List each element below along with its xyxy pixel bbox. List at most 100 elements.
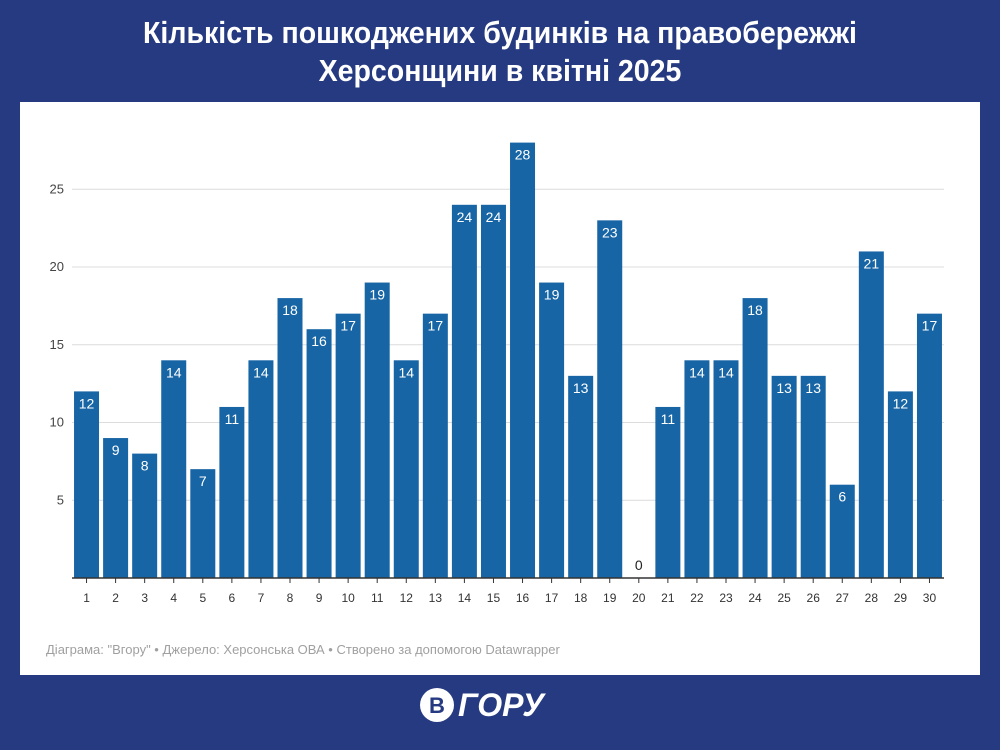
bar-value-label: 0 (635, 557, 643, 573)
x-tick-label: 20 (632, 591, 646, 605)
bar-day-7 (248, 360, 274, 578)
bar-value-label: 6 (838, 489, 846, 505)
vgoru-logo: В ГОРУ (420, 687, 546, 723)
x-tick-label: 17 (545, 591, 559, 605)
x-tick-label: 5 (199, 591, 206, 605)
y-tick-label: 20 (50, 259, 64, 274)
x-tick-label: 8 (287, 591, 294, 605)
x-tick-label: 7 (258, 591, 265, 605)
bar-day-30 (916, 313, 942, 578)
bar-value-label: 11 (225, 411, 240, 427)
x-tick-label: 27 (836, 591, 850, 605)
x-tick-label: 1 (83, 591, 90, 605)
bar-day-3 (132, 453, 158, 578)
bar-value-label: 28 (515, 147, 531, 163)
bar-value-label: 14 (398, 364, 414, 380)
bar-value-label: 23 (602, 224, 618, 240)
labels-layer: 12 9 8 14 7 11 14 18 16 17 19 14 17 24 24 28 19 13 23 0 11 14… (79, 147, 938, 573)
bar-day-14 (451, 204, 477, 579)
x-tick-label: 28 (865, 591, 879, 605)
bar-value-label: 8 (141, 458, 149, 474)
bar-day-24 (742, 298, 768, 578)
chart-title-line-2: Херсонщини в квітні 2025 (318, 53, 682, 88)
bar-day-19 (597, 220, 623, 578)
bar-value-label: 18 (282, 302, 298, 318)
svg-text:ГОРУ: ГОРУ (458, 687, 546, 723)
bar-value-label: 13 (573, 380, 589, 396)
bar-value-label: 21 (864, 255, 880, 271)
bar-day-5 (190, 469, 216, 578)
chart-title: Кількість пошкоджених будинків на правоб… (40, 14, 960, 90)
bar-day-23 (713, 360, 739, 578)
x-tick-label: 10 (341, 591, 355, 605)
bar-day-9 (306, 329, 332, 578)
source-note: Діаграма: "Вгору" • Джерело: Херсонська … (46, 642, 560, 657)
x-tick-label: 3 (141, 591, 148, 605)
chart-title-line-1: Кількість пошкоджених будинків на правоб… (143, 15, 857, 50)
bar-value-label: 14 (689, 364, 705, 380)
bar-day-8 (277, 298, 303, 578)
bar-day-29 (887, 391, 913, 578)
bar-day-4 (161, 360, 187, 578)
x-tick-label: 14 (458, 591, 472, 605)
y-tick-label: 5 (57, 492, 64, 507)
bar-value-label: 17 (428, 318, 444, 334)
bar-value-label: 16 (311, 333, 327, 349)
bar-value-label: 19 (544, 287, 560, 303)
bar-value-label: 14 (718, 364, 734, 380)
bar-day-10 (335, 313, 361, 578)
x-tick-label: 11 (371, 591, 384, 605)
bar-value-label: 24 (457, 209, 473, 225)
bar-value-label: 17 (922, 318, 938, 334)
bar-value-label: 18 (747, 302, 763, 318)
x-tick-label: 19 (603, 591, 617, 605)
bar-day-12 (393, 360, 419, 578)
y-tick-label: 15 (50, 337, 64, 352)
x-tick-label: 23 (719, 591, 733, 605)
x-tick-label: 21 (661, 591, 675, 605)
bar-value-label: 24 (486, 209, 502, 225)
bar-value-label: 12 (893, 395, 909, 411)
bar-day-2 (103, 438, 129, 578)
x-tick-label: 2 (112, 591, 119, 605)
bar-value-label: 13 (776, 380, 792, 396)
x-tick-label: 25 (777, 591, 791, 605)
x-tick-label: 15 (487, 591, 501, 605)
bar-day-13 (422, 313, 448, 578)
bar-day-6 (219, 406, 245, 578)
x-tick-label: 16 (516, 591, 530, 605)
x-tick-label: 30 (923, 591, 937, 605)
bar-day-27 (829, 484, 855, 578)
x-tick-label: 6 (229, 591, 236, 605)
bar-day-16 (510, 142, 536, 578)
bar-day-18 (568, 375, 594, 578)
x-tick-label: 29 (894, 591, 908, 605)
bar-value-label: 12 (79, 395, 95, 411)
bar-day-28 (858, 251, 884, 578)
bar-value-label: 13 (805, 380, 821, 396)
bar-day-1 (74, 391, 100, 578)
bar-day-11 (364, 282, 390, 578)
bar-day-25 (771, 375, 797, 578)
x-tick-label: 26 (807, 591, 821, 605)
bar-day-21 (655, 406, 681, 578)
bar-value-label: 14 (166, 364, 182, 380)
x-tick-label: 24 (748, 591, 762, 605)
bar-value-label: 7 (199, 473, 207, 489)
bar-value-label: 19 (369, 287, 385, 303)
x-tick-label: 13 (429, 591, 443, 605)
y-tick-label: 10 (50, 415, 64, 430)
svg-text:В: В (429, 693, 445, 718)
chart-card: 12 9 8 14 7 11 14 18 16 17 19 14 17 24 24 28 19 13 23 0 11 14… (20, 102, 980, 675)
x-tick-label: 22 (690, 591, 704, 605)
y-tick-label: 25 (50, 181, 64, 196)
bar-value-label: 17 (340, 318, 356, 334)
x-tick-label: 4 (170, 591, 177, 605)
x-tick-label: 9 (316, 591, 323, 605)
x-tick-label: 12 (400, 591, 414, 605)
grid-layer (72, 188, 944, 501)
bar-day-22 (684, 360, 710, 578)
bars-layer (74, 142, 942, 579)
bar-day-15 (480, 204, 506, 579)
